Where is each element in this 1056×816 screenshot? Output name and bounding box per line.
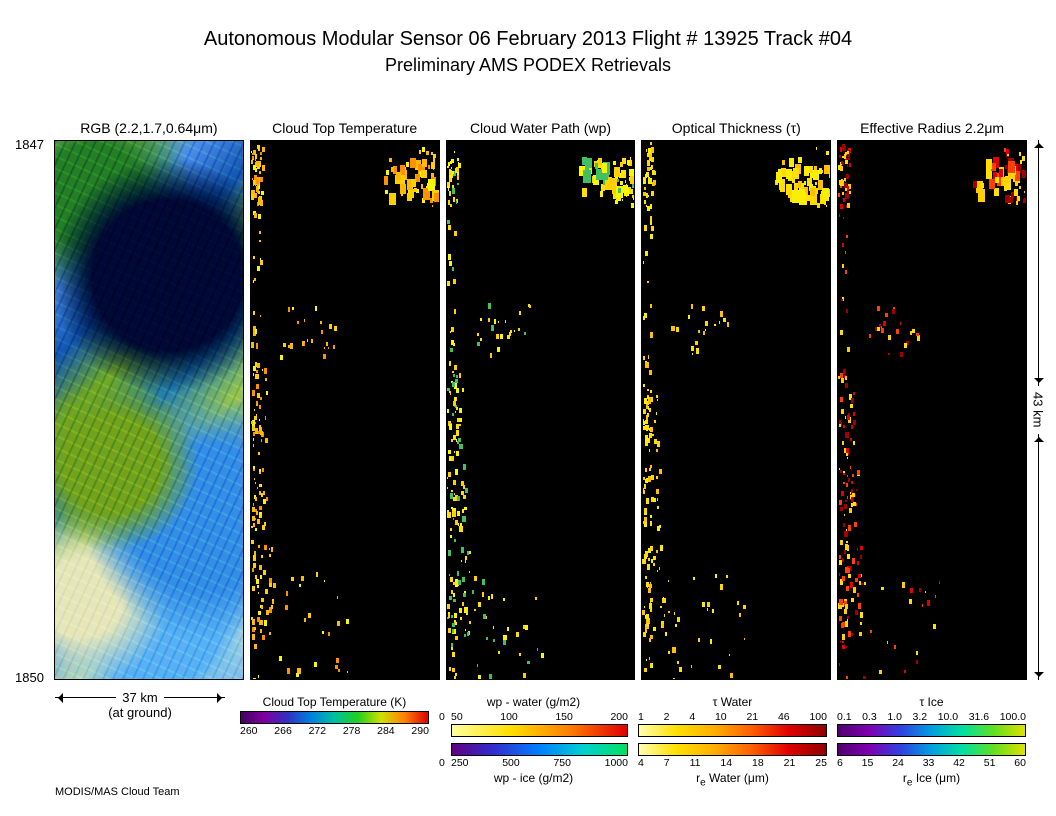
wp-water-label: wp - water (g/m2) xyxy=(439,695,628,709)
x-scale: 37 km (at ground) xyxy=(55,690,225,720)
panel-title: RGB (2.2,1.7,0.64μm) xyxy=(80,120,217,140)
tau-bot-colorbar xyxy=(638,743,827,756)
y-scale: 43 km xyxy=(1028,140,1048,680)
panel-1 xyxy=(250,140,440,680)
footer-credit: MODIS/MAS Cloud Team xyxy=(55,786,180,798)
panel-0 xyxy=(54,140,244,680)
re-bot-colorbar xyxy=(837,743,1026,756)
panel-title: Optical Thickness (τ) xyxy=(672,120,801,140)
x-scale-label: 37 km xyxy=(122,690,157,705)
re-bot-label: re Ice (μm) xyxy=(837,771,1026,788)
y-tick-top: 1847 xyxy=(15,137,44,152)
panel-4 xyxy=(837,140,1027,680)
colorbars: Cloud Top Temperature (K)260266272278284… xyxy=(240,695,1026,788)
panel-3 xyxy=(641,140,831,680)
panel-title: Cloud Water Path (wp) xyxy=(470,120,611,140)
main-title: Autonomous Modular Sensor 06 February 20… xyxy=(0,28,1056,51)
ctt-label: Cloud Top Temperature (K) xyxy=(240,695,429,709)
ctt-colorbar xyxy=(240,711,429,724)
y-tick-bottom: 1850 xyxy=(15,670,44,685)
x-scale-sublabel: (at ground) xyxy=(55,705,225,720)
wp-water-colorbar xyxy=(451,724,628,737)
y-scale-label: 43 km xyxy=(1031,386,1046,433)
panels-row: RGB (2.2,1.7,0.64μm) Cloud Top Temperatur… xyxy=(55,120,1026,680)
subtitle: Preliminary AMS PODEX Retrievals xyxy=(0,55,1056,76)
re-top-colorbar xyxy=(837,724,1026,737)
wp-ice-colorbar xyxy=(451,743,628,756)
re-top-label: τ Ice xyxy=(837,695,1026,709)
panel-2 xyxy=(446,140,636,680)
wp-ice-label: wp - ice (g/m2) xyxy=(439,771,628,785)
tau-bot-label: re Water (μm) xyxy=(638,771,827,788)
tau-top-label: τ Water xyxy=(638,695,827,709)
panel-title: Cloud Top Temperature xyxy=(272,120,417,140)
tau-top-colorbar xyxy=(638,724,827,737)
panel-title: Effective Radius 2.2μm xyxy=(860,120,1004,140)
